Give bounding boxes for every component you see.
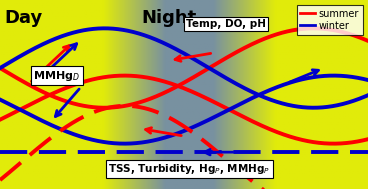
Text: Night: Night [142,9,197,27]
Text: Day: Day [5,9,43,27]
Text: MMHg$_D$: MMHg$_D$ [33,69,81,83]
Text: Temp, DO, pH: Temp, DO, pH [186,19,266,29]
Text: TSS, Turbidity, Hg$_P$, MMHg$_P$: TSS, Turbidity, Hg$_P$, MMHg$_P$ [109,162,270,176]
Legend: summer, winter: summer, winter [297,5,363,35]
